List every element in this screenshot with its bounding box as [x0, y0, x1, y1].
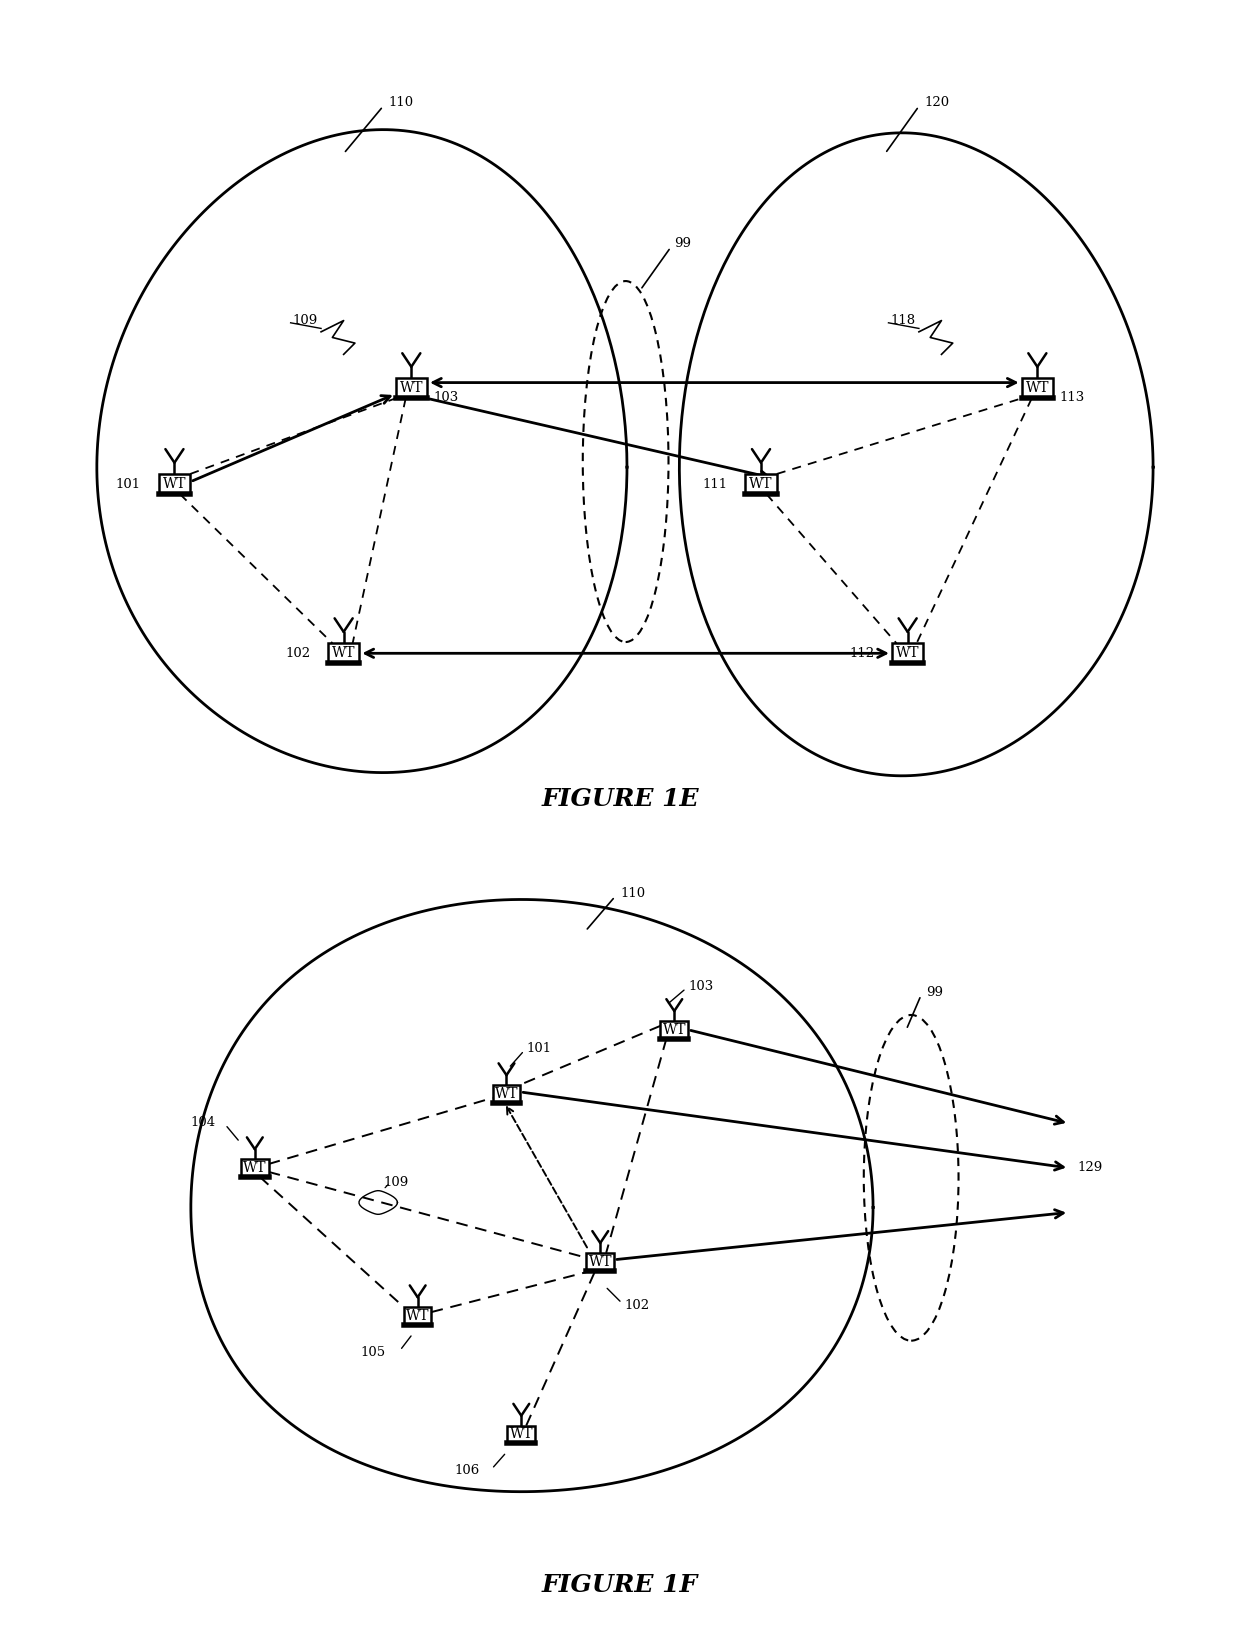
Text: 129: 129 [1078, 1161, 1102, 1175]
Text: WT: WT [510, 1428, 533, 1441]
Text: 111: 111 [702, 477, 728, 490]
FancyBboxPatch shape [587, 1253, 614, 1270]
FancyBboxPatch shape [492, 1086, 521, 1102]
FancyBboxPatch shape [1022, 378, 1053, 398]
FancyBboxPatch shape [159, 474, 190, 494]
Text: WT: WT [1025, 382, 1049, 395]
Text: FIGURE 1E: FIGURE 1E [541, 788, 699, 811]
Text: 118: 118 [890, 314, 916, 327]
Text: 105: 105 [361, 1346, 386, 1359]
Text: WT: WT [662, 1023, 686, 1036]
FancyBboxPatch shape [745, 474, 776, 494]
Text: 99: 99 [675, 237, 691, 250]
Text: WT: WT [495, 1087, 518, 1101]
Text: WT: WT [895, 646, 919, 660]
Text: 102: 102 [285, 646, 310, 660]
FancyBboxPatch shape [661, 1022, 688, 1038]
Text: 109: 109 [383, 1176, 408, 1189]
FancyBboxPatch shape [327, 643, 360, 663]
Text: 102: 102 [624, 1298, 649, 1311]
Text: WT: WT [405, 1309, 429, 1323]
Text: WT: WT [332, 646, 356, 660]
FancyBboxPatch shape [241, 1160, 269, 1176]
Text: 120: 120 [925, 97, 950, 109]
Text: 112: 112 [849, 646, 874, 660]
Text: WT: WT [749, 477, 773, 492]
Text: 103: 103 [434, 392, 459, 403]
Text: 110: 110 [389, 97, 414, 109]
Text: 110: 110 [620, 887, 645, 900]
Text: 104: 104 [191, 1115, 216, 1128]
Text: FIGURE 1F: FIGURE 1F [542, 1573, 698, 1597]
Text: 101: 101 [526, 1041, 552, 1054]
FancyBboxPatch shape [507, 1426, 536, 1443]
Text: WT: WT [243, 1161, 267, 1175]
Text: WT: WT [589, 1255, 613, 1268]
Text: 99: 99 [926, 985, 942, 999]
Text: WT: WT [162, 477, 186, 492]
Text: 106: 106 [454, 1464, 480, 1477]
FancyBboxPatch shape [396, 378, 427, 398]
FancyBboxPatch shape [892, 643, 924, 663]
Text: 113: 113 [1060, 392, 1085, 403]
FancyBboxPatch shape [404, 1308, 432, 1324]
Text: WT: WT [399, 382, 423, 395]
Text: 101: 101 [115, 477, 141, 490]
Text: 103: 103 [688, 980, 713, 994]
Text: 109: 109 [293, 314, 319, 327]
